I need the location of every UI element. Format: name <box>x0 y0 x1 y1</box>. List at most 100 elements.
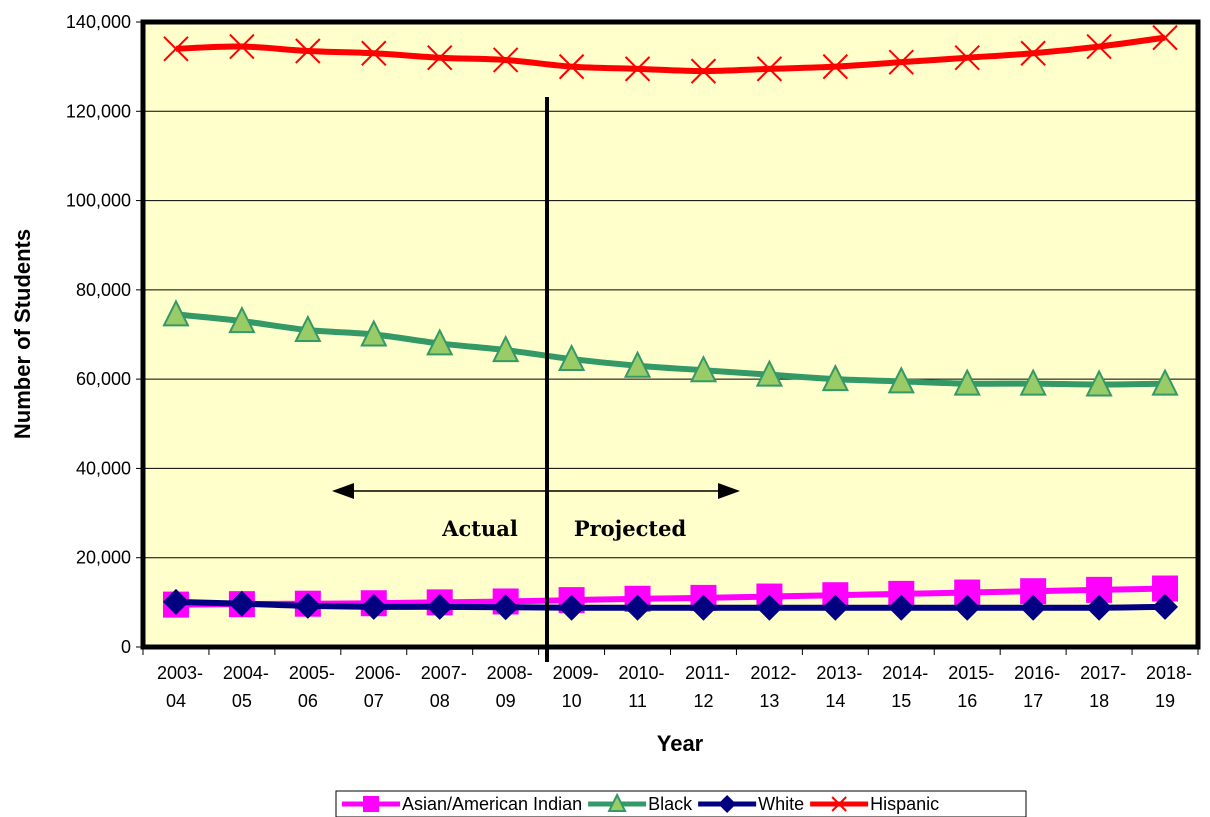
y-axis-title: Number of Students <box>10 229 35 439</box>
x-tick-label: 15 <box>891 691 911 711</box>
x-tick-label: 2010- <box>619 663 665 683</box>
data-point <box>295 38 321 64</box>
annotation-layer: Actual Projected <box>332 97 740 662</box>
x-tick-label: 2014- <box>882 663 928 683</box>
data-point <box>623 350 652 378</box>
legend-swatch-marker <box>363 796 379 812</box>
data-point <box>690 58 717 84</box>
x-tick-label: 16 <box>957 691 977 711</box>
y-tick-label: 60,000 <box>76 369 131 389</box>
data-point <box>888 49 914 75</box>
data-point <box>1151 368 1179 396</box>
series-line <box>175 598 1166 611</box>
x-tick-label: 2004- <box>223 663 269 683</box>
data-point <box>822 53 849 80</box>
gridlines <box>143 110 1198 559</box>
x-tick-label: 12 <box>693 691 713 711</box>
data-point <box>821 363 849 392</box>
data-point <box>162 588 189 615</box>
legend-swatch-marker <box>718 795 737 813</box>
data-point <box>1086 33 1112 60</box>
x-tick-label: 2015- <box>948 663 994 683</box>
data-point <box>689 354 718 383</box>
x-tick-label: 13 <box>759 691 779 711</box>
x-tick-label: 2008- <box>487 663 533 683</box>
data-point <box>690 594 717 621</box>
data-point <box>822 594 849 621</box>
x-tick-label: 18 <box>1089 691 1109 711</box>
x-tick-label: 04 <box>166 691 186 711</box>
series-white <box>162 588 1179 621</box>
series-line <box>175 585 1166 608</box>
data-point <box>756 56 783 82</box>
x-axis-title: Year <box>657 731 704 756</box>
data-point <box>163 36 189 62</box>
data-point <box>426 593 453 620</box>
x-tick-label: 06 <box>298 691 318 711</box>
data-point <box>360 593 387 620</box>
x-tick-label: 2007- <box>421 663 467 683</box>
legend-label: Asian/American Indian <box>402 794 582 814</box>
x-tick-label: 2006- <box>355 663 401 683</box>
y-tick-label: 20,000 <box>76 548 131 568</box>
data-point <box>755 359 784 387</box>
data-point <box>426 328 454 356</box>
projected-label: Projected <box>574 516 687 541</box>
x-tick-label: 2013- <box>816 663 862 683</box>
x-tick-label: 09 <box>496 691 516 711</box>
data-point <box>229 33 255 60</box>
plot-background <box>143 22 1198 647</box>
x-tick-label: 2017- <box>1080 663 1126 683</box>
data-point <box>360 319 388 347</box>
data-point <box>228 305 256 334</box>
legend-label: Hispanic <box>870 794 939 814</box>
data-point <box>756 594 783 621</box>
data-point <box>558 53 585 80</box>
x-axis: 2003- 04 2004- 05 2005- 06 2006- 07 2007- 08 2008-… <box>142 647 1199 711</box>
data-point <box>558 594 585 621</box>
x-tick-label: 2011- <box>685 663 730 683</box>
legend-label: Black <box>648 794 693 814</box>
y-tick-label: 140,000 <box>66 12 131 32</box>
data-point <box>888 594 915 621</box>
x-tick-label: 2016- <box>1014 663 1060 683</box>
y-tick-label: 120,000 <box>66 101 131 121</box>
data-point <box>294 314 322 343</box>
x-tick-label: 2012- <box>750 663 796 683</box>
y-tick-label: 0 <box>121 637 131 657</box>
data-point <box>624 56 651 82</box>
legend-label: White <box>758 794 804 814</box>
y-axis: 0 20,000 40,000 60,000 80,000 100,000 120,000 1… <box>66 12 143 657</box>
series-layer <box>162 24 1179 621</box>
x-tick-label: 10 <box>562 691 582 711</box>
data-point <box>887 366 915 394</box>
x-tick-label: 05 <box>232 691 252 711</box>
series-black <box>162 299 1179 397</box>
x-tick-label: 11 <box>628 691 647 711</box>
data-point <box>427 45 453 71</box>
series-line <box>175 311 1166 388</box>
data-point <box>361 40 387 66</box>
data-point <box>492 47 519 73</box>
data-point <box>492 334 520 363</box>
x-tick-label: 14 <box>825 691 845 711</box>
x-tick-label: 2009- <box>553 663 599 683</box>
legend-items: Asian/American Indian Black White Hispanic <box>342 792 939 814</box>
legend-swatch-marker <box>607 792 627 812</box>
data-point <box>294 592 321 619</box>
legend-box <box>335 790 1027 817</box>
x-tick-label: 2018- <box>1146 663 1192 683</box>
x-tick-label: 2005- <box>289 663 335 683</box>
x-tick-label: 08 <box>430 691 450 711</box>
data-point <box>162 299 190 327</box>
y-tick-label: 80,000 <box>76 280 131 300</box>
data-point <box>1020 40 1046 66</box>
data-point <box>954 45 980 71</box>
y-tick-label: 100,000 <box>66 191 131 211</box>
actual-label: Actual <box>441 516 518 541</box>
range-arrow-left-head <box>332 483 354 499</box>
series-line <box>175 34 1166 75</box>
data-point <box>953 368 981 396</box>
data-point <box>1152 593 1179 620</box>
